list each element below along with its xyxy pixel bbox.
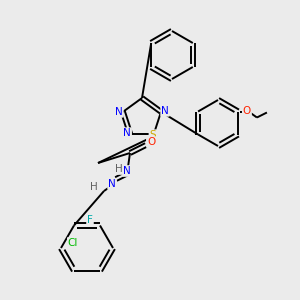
Text: O: O	[147, 137, 155, 147]
Text: N: N	[123, 166, 131, 176]
Text: S: S	[149, 130, 156, 140]
Text: F: F	[87, 215, 93, 226]
Text: Cl: Cl	[68, 238, 78, 248]
Text: H: H	[115, 164, 123, 174]
Text: H: H	[90, 182, 98, 192]
Text: N: N	[115, 107, 123, 117]
Text: N: N	[108, 179, 116, 189]
Text: O: O	[243, 106, 251, 116]
Text: N: N	[161, 106, 169, 116]
Text: N: N	[123, 128, 131, 138]
